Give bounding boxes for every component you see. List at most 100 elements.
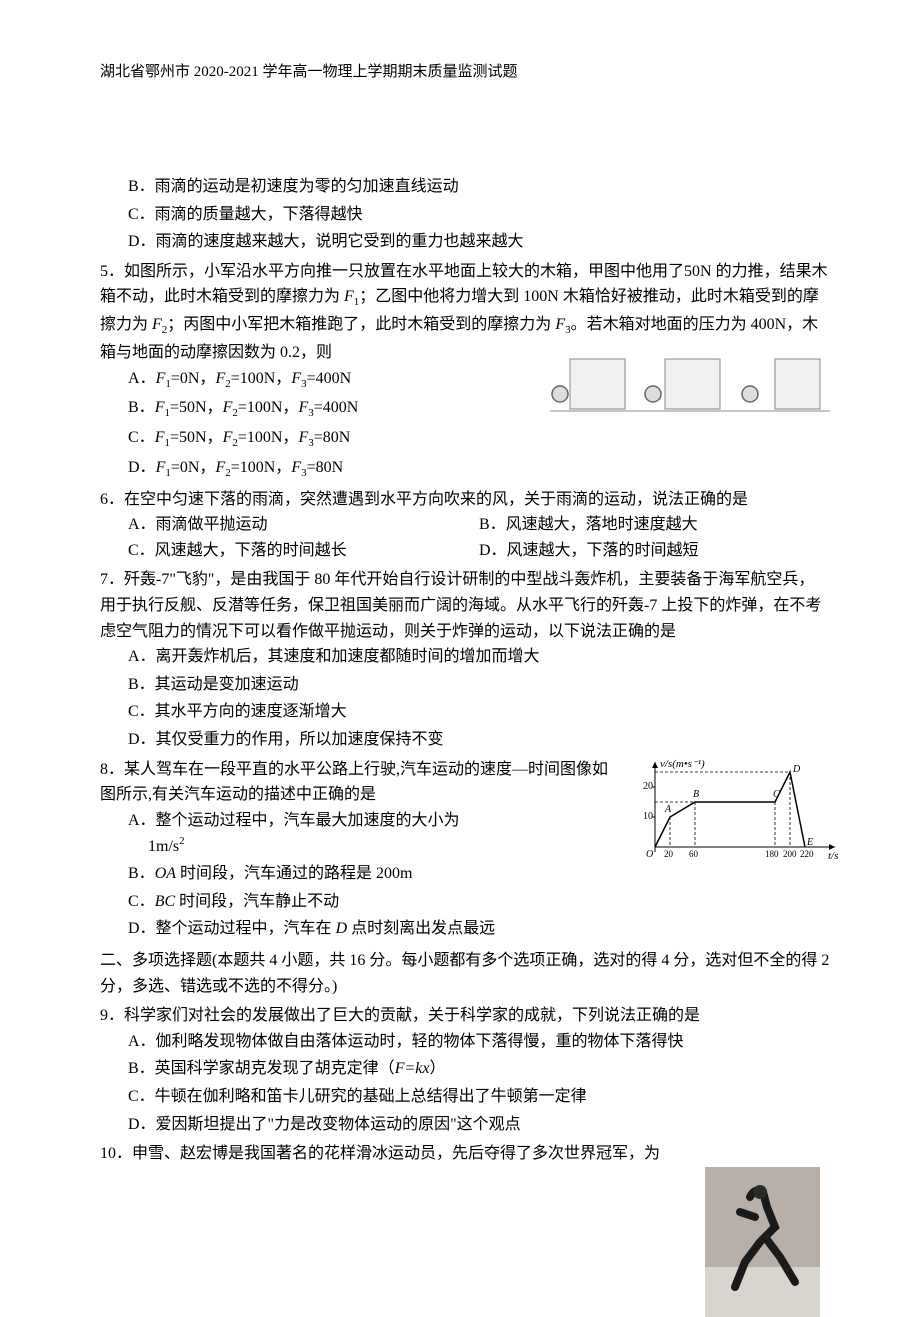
chart-xlabel: t/s [828, 850, 838, 862]
chart-ylabel: v/s(m•s⁻¹) [660, 758, 705, 770]
q7-option-b: B．其运动是变加速运动 [100, 672, 830, 698]
q5-f2-var: F [152, 316, 162, 333]
q5c-v2: =100N， [238, 429, 299, 446]
q8b-post: 时间段，汽车通过的路程是 200m [176, 865, 412, 882]
q5d-f2: F [215, 459, 225, 476]
q4-option-c: C．雨滴的质量越大，下落得越快 [100, 202, 830, 228]
q5a-f1: F [156, 370, 166, 387]
q4-option-d: D．雨滴的速度越来越大，说明它受到的重力也越来越大 [100, 229, 830, 255]
question-6: 6．在空中匀速下落的雨滴，突然遭遇到水平方向吹来的风，关于雨滴的运动，说法正确的… [100, 487, 830, 564]
q8-option-c: C．BC 时间段，汽车静止不动 [100, 889, 830, 915]
q6-option-a: A．雨滴做平抛运动 [128, 512, 479, 538]
q5-text: 如图所示，小军沿水平方向推一只放置在水平地面上较大的木箱，甲图中他用了50N 的… [100, 263, 828, 361]
q6-number: 6． [100, 491, 124, 508]
q5c-v1: =50N， [170, 429, 223, 446]
q8d-post: 点时刻离出发点最远 [347, 920, 495, 937]
q8-number: 8． [100, 761, 124, 778]
q5-option-c: C．F1=50N，F2=100N，F3=80N [100, 425, 830, 453]
q9b-formula: F=kx [395, 1060, 430, 1077]
q8d-pre: D．整个运动过程中，汽车在 [128, 920, 336, 937]
q8-option-d: D．整个运动过程中，汽车在 D 点时刻离出发点最远 [100, 916, 830, 942]
q6-text: 在空中匀速下落的雨滴，突然遭遇到水平方向吹来的风，关于雨滴的运动，说法正确的是 [124, 491, 748, 508]
section-2-title: 二、多项选择题(本题共 4 小题，共 16 分。每小题都有多个选项正确，选对的得… [100, 948, 830, 999]
q5-f1-var: F [344, 288, 354, 305]
q9-text: 科学家们对社会的发展做出了巨大的贡献，关于科学家的成就，下列说法正确的是 [124, 1007, 700, 1024]
chart-x180: 180 [765, 849, 779, 859]
q5c-v3: =80N [314, 429, 351, 446]
q5b-f1: F [155, 399, 165, 416]
q5a-f2: F [215, 370, 225, 387]
question-4-partial: B．雨滴的运动是初速度为零的匀加速直线运动 C．雨滴的质量越大，下落得越快 D．… [100, 174, 830, 255]
q5-option-d: D．F1=0N，F2=100N，F3=80N [100, 455, 830, 483]
q10-text: 申雪、赵宏博是我国著名的花样滑冰运动员，先后夺得了多次世界冠军，为 [132, 1145, 660, 1162]
q9-option-b: B．英国科学家胡克发现了胡克定律（F=kx） [100, 1056, 830, 1082]
q5c-f1: F [155, 429, 165, 446]
chart-O: O [646, 849, 653, 860]
q7-text: 歼轰-7"飞豹"，是由我国于 80 年代开始自行设计研制的中型战斗轰炸机，主要装… [100, 571, 821, 639]
q5c-pre: C． [128, 429, 155, 446]
q5d-f3: F [291, 459, 301, 476]
q5-f3-var: F [555, 316, 565, 333]
q6-option-b: B．风速越大，落地时速度越大 [479, 512, 830, 538]
q8d-seg: D [336, 920, 348, 937]
q9-option-d: D．爱因斯坦提出了"力是改变物体运动的原因"这个观点 [100, 1112, 830, 1138]
chart-E: E [806, 837, 813, 848]
q5d-f1: F [156, 459, 166, 476]
chart-x20: 20 [664, 849, 674, 859]
q5-number: 5． [100, 263, 124, 280]
q9-number: 9． [100, 1007, 124, 1024]
q8b-seg: OA [155, 865, 176, 882]
q8a-unit: 1m/s [128, 838, 179, 855]
q5d-v3: =80N [307, 459, 344, 476]
question-5: 5．如图所示，小军沿水平方向推一只放置在水平地面上较大的木箱，甲图中他用了50N… [100, 259, 830, 483]
q9b-pre: B．英国科学家胡克发现了胡克定律（ [128, 1060, 395, 1077]
q5b-pre: B． [128, 399, 155, 416]
q5a-f3: F [291, 370, 301, 387]
q5c-f3: F [298, 429, 308, 446]
chart-D: D [792, 764, 801, 775]
q7-number: 7． [100, 571, 124, 588]
q8a-sup: 2 [179, 835, 185, 847]
q7-option-d: D．其仅受重力的作用，所以加速度保持不变 [100, 727, 830, 753]
q8c-post: 时间段，汽车静止不动 [175, 893, 339, 910]
q4-option-b: B．雨滴的运动是初速度为零的匀加速直线运动 [100, 174, 830, 200]
q5a-pre: A． [128, 370, 156, 387]
q5b-v2: =100N， [238, 399, 299, 416]
q5c-f2: F [223, 429, 233, 446]
q9-option-a: A．伽利略发现物体做自由落体运动时，轻的物体下落得慢，重的物体下落得快 [100, 1029, 830, 1055]
q7-option-a: A．离开轰炸机后，其速度和加速度都随时间的增加而增大 [100, 644, 830, 670]
q5b-v1: =50N， [170, 399, 223, 416]
q8-velocity-time-chart: v/s(m•s⁻¹) t/s 10 20 O A B C D E 20 60 1… [635, 757, 840, 867]
q8c-pre: C． [128, 893, 155, 910]
question-10: 10．申雪、赵宏博是我国著名的花样滑冰运动员，先后夺得了多次世界冠军，为 [100, 1141, 830, 1167]
chart-y10: 10 [643, 811, 653, 822]
q5d-pre: D． [128, 459, 156, 476]
q6-option-c: C．风速越大，下落的时间越长 [128, 538, 479, 564]
question-8: 8．某人驾车在一段平直的水平公路上行驶,汽车运动的速度—时间图像如图所示,有关汽… [100, 757, 830, 942]
q5b-f3: F [298, 399, 308, 416]
q8-text: 某人驾车在一段平直的水平公路上行驶,汽车运动的速度—时间图像如图所示,有关汽车运… [100, 761, 608, 804]
q5a-v2: =100N， [231, 370, 292, 387]
q5d-v1: =0N， [171, 459, 216, 476]
question-7: 7．歼轰-7"飞豹"，是由我国于 80 年代开始自行设计研制的中型战斗轰炸机，主… [100, 567, 830, 752]
chart-x200: 200 [783, 849, 797, 859]
question-9: 9．科学家们对社会的发展做出了巨大的贡献，关于科学家的成就，下列说法正确的是 A… [100, 1003, 830, 1137]
chart-x60: 60 [689, 849, 699, 859]
q5b-f2: F [223, 399, 233, 416]
q5a-v1: =0N， [171, 370, 216, 387]
q6-option-d: D．风速越大，下落的时间越短 [479, 538, 830, 564]
q5a-v3: =400N [307, 370, 352, 387]
q9-option-c: C．牛顿在伽利略和笛卡儿研究的基础上总结得出了牛顿第一定律 [100, 1084, 830, 1110]
q5-figure-boxes [550, 349, 830, 424]
chart-y20: 20 [643, 781, 653, 792]
q9b-post: ） [429, 1060, 445, 1077]
q7-option-c: C．其水平方向的速度逐渐增大 [100, 699, 830, 725]
chart-B: B [693, 789, 699, 800]
q5-t3: ；丙图中小军把木箱推跑了，此时木箱受到的摩擦力为 [167, 316, 555, 333]
q10-number: 10． [100, 1145, 132, 1162]
chart-C: C [773, 789, 780, 800]
q5d-v2: =100N， [231, 459, 292, 476]
chart-x220: 220 [800, 849, 814, 859]
chart-A: A [664, 804, 672, 815]
q5b-v3: =400N [314, 399, 359, 416]
